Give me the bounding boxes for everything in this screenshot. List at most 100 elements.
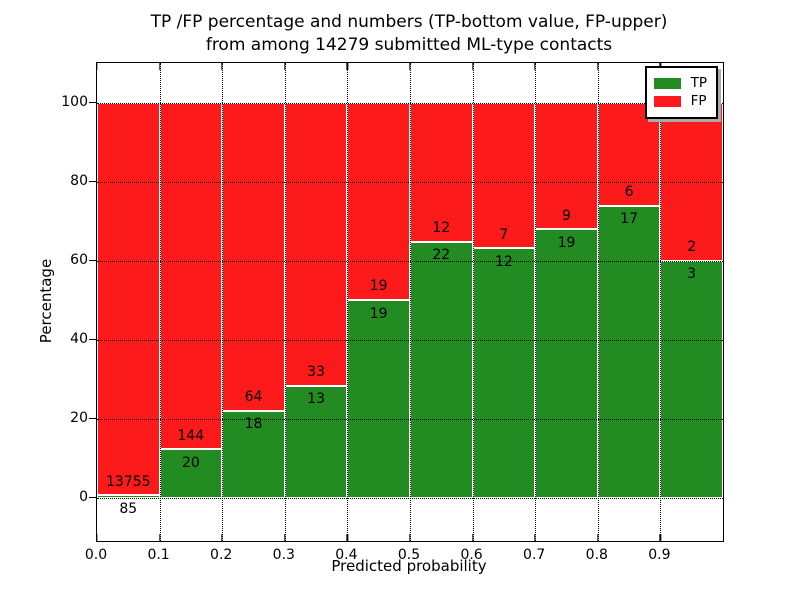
x-tick-mark <box>346 534 349 541</box>
fp-bar-segment <box>347 102 410 301</box>
tp-swatch-icon <box>653 78 681 89</box>
fp-bar-segment <box>472 102 536 249</box>
fp-swatch-icon <box>653 96 681 107</box>
tp-count-label: 85 <box>119 500 138 517</box>
x-tick-mark-top <box>597 63 599 70</box>
fp-bar-segment <box>97 102 160 496</box>
legend-item-fp: FP <box>653 93 707 109</box>
tp-bar-segment <box>284 385 348 498</box>
x-tick-mark-top <box>158 63 161 70</box>
x-tick-mark-top <box>221 63 223 70</box>
y-tick-mark <box>89 338 97 341</box>
tp-bar-segment <box>472 248 536 498</box>
tp-bar-segment <box>535 229 598 498</box>
x-tick-label: 0.8 <box>585 547 608 563</box>
x-tick-mark <box>221 534 223 541</box>
fp-count-label: 7 <box>499 226 509 243</box>
vertical-gridline <box>535 63 537 541</box>
y-tick-label: 20 <box>70 409 88 426</box>
tp-count-label: 17 <box>620 211 639 228</box>
x-tick-mark <box>597 534 599 541</box>
vertical-gridline <box>159 63 161 541</box>
y-tick-mark <box>89 417 97 420</box>
x-tick-mark <box>409 534 411 541</box>
legend: TP FP <box>644 66 718 119</box>
y-tick-label: 60 <box>70 251 88 268</box>
chart-title-line2: from among 14279 submitted ML-type conta… <box>205 35 613 55</box>
fp-bar-segment <box>535 102 598 230</box>
tp-count-label: 19 <box>369 305 388 322</box>
x-tick-mark <box>534 534 536 541</box>
vertical-gridline <box>660 63 662 541</box>
tp-count-label: 18 <box>244 416 263 433</box>
tp-bar-segment <box>410 241 473 498</box>
x-tick-mark-top <box>409 63 411 70</box>
fp-bar-segment <box>159 102 223 450</box>
y-tick-label: 40 <box>70 330 88 347</box>
tp-count-label: 3 <box>687 266 697 283</box>
vertical-gridline <box>410 63 411 541</box>
x-tick-label: 0.2 <box>210 547 233 563</box>
legend-item-tp: TP <box>653 75 707 91</box>
x-tick-label: 0.5 <box>397 547 421 563</box>
tp-bar-segment <box>660 260 723 498</box>
vertical-gridline <box>347 63 349 541</box>
fp-count-label: 6 <box>624 184 634 201</box>
y-tick-mark <box>89 496 97 499</box>
x-tick-label: 0.1 <box>147 547 170 563</box>
fp-bar-segment <box>410 102 473 242</box>
x-tick-label: 0.7 <box>523 547 546 563</box>
fp-count-label: 144 <box>177 427 205 444</box>
vertical-gridline <box>222 63 224 541</box>
x-tick-mark <box>158 534 161 541</box>
y-tick-label: 80 <box>70 172 88 189</box>
x-tick-mark-top <box>284 63 286 70</box>
x-tick-mark-top <box>471 63 474 70</box>
vertical-gridline <box>597 63 599 541</box>
x-tick-mark <box>284 534 286 541</box>
fp-bar-segment <box>222 102 285 411</box>
legend-label-tp: TP <box>690 75 707 91</box>
fp-bar-segment <box>284 102 348 386</box>
fp-count-label: 2 <box>687 238 697 255</box>
x-tick-label: 0.3 <box>272 547 295 563</box>
tp-bar-segment <box>347 300 410 498</box>
y-tick-label: 100 <box>61 93 88 110</box>
fp-count-label: 33 <box>307 364 326 381</box>
chart-title-line1: TP /FP percentage and numbers (TP-bottom… <box>150 12 668 32</box>
y-tick-mark <box>89 259 97 262</box>
fp-count-label: 12 <box>432 220 451 237</box>
chart-title: TP /FP percentage and numbers (TP-bottom… <box>96 11 722 57</box>
tp-count-label: 19 <box>557 235 576 251</box>
vertical-gridline <box>472 63 474 541</box>
tp-bar-segment <box>222 410 285 498</box>
fp-count-label: 9 <box>562 207 571 224</box>
x-tick-mark <box>659 534 662 541</box>
tp-bar-segment <box>597 205 661 498</box>
vertical-gridline <box>284 63 286 541</box>
tp-bar-segment <box>97 495 160 498</box>
tp-count-label: 12 <box>494 253 513 270</box>
x-tick-mark-top <box>96 63 98 70</box>
fp-count-label: 13755 <box>106 473 151 490</box>
fp-count-label: 19 <box>369 278 388 295</box>
x-tick-mark-top <box>346 63 349 70</box>
tp-count-label: 20 <box>181 454 200 471</box>
y-tick-mark <box>89 180 97 183</box>
x-tick-label: 0.6 <box>460 547 483 563</box>
y-tick-mark <box>89 101 97 104</box>
tp-count-label: 13 <box>307 391 326 408</box>
x-tick-label: 0.9 <box>648 547 671 563</box>
x-tick-mark <box>96 534 98 541</box>
y-tick-label: 0 <box>79 488 88 505</box>
x-axis-label: Predicted probability <box>331 557 487 575</box>
fp-count-label: 64 <box>244 389 263 406</box>
legend-label-fp: FP <box>690 93 707 109</box>
fp-bar-segment <box>597 102 661 206</box>
x-tick-label: 0.4 <box>335 547 358 563</box>
x-tick-label: 0.0 <box>84 547 108 563</box>
plot-area: 13755 85 144 20 64 18 33 13 19 19 12 22 7 12 9 19 6 17 2 3 … <box>89 62 724 542</box>
tp-count-label: 22 <box>432 247 451 264</box>
x-tick-mark-top <box>534 63 536 70</box>
